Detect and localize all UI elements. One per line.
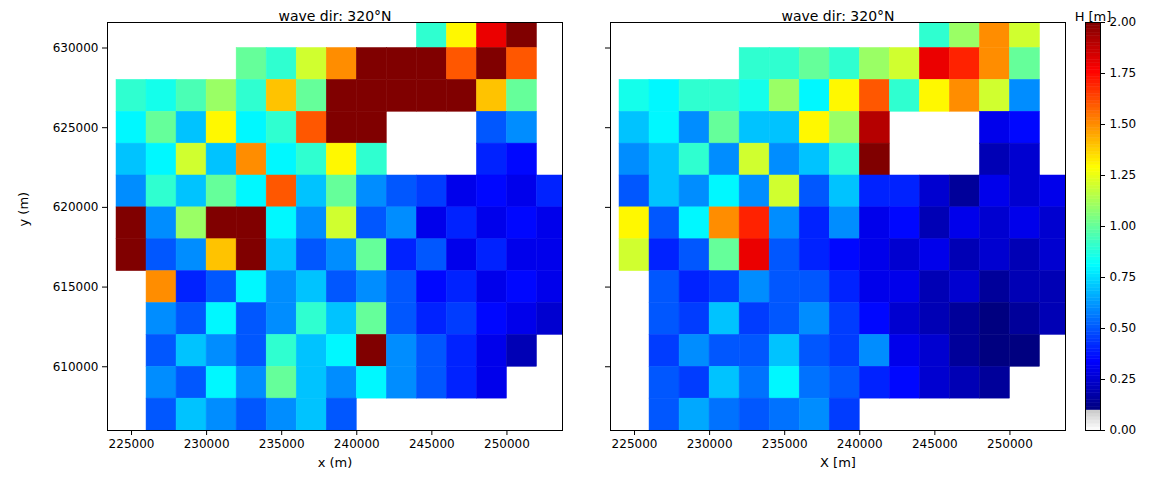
svg-text:0.00: 0.00 (1110, 423, 1137, 437)
svg-text:H [m]: H [m] (1075, 9, 1112, 24)
svg-text:wave dir: 320°N: wave dir: 320°N (781, 8, 894, 24)
svg-text:0.50: 0.50 (1110, 321, 1137, 335)
svg-text:230000: 230000 (184, 437, 230, 451)
svg-text:245000: 245000 (409, 437, 455, 451)
svg-text:615000: 615000 (53, 280, 99, 294)
svg-text:y (m): y (m) (16, 192, 31, 227)
svg-text:2.00: 2.00 (1110, 15, 1137, 29)
svg-text:250000: 250000 (484, 437, 530, 451)
svg-text:235000: 235000 (259, 437, 305, 451)
svg-text:0.25: 0.25 (1110, 372, 1137, 386)
svg-text:X [m]: X [m] (820, 455, 856, 470)
svg-text:630000: 630000 (53, 41, 99, 55)
svg-text:wave dir: 320°N: wave dir: 320°N (278, 8, 391, 24)
svg-text:1.50: 1.50 (1110, 117, 1137, 131)
svg-text:240000: 240000 (837, 437, 883, 451)
svg-text:x (m): x (m) (318, 455, 353, 470)
svg-text:225000: 225000 (612, 437, 658, 451)
svg-text:0.75: 0.75 (1110, 270, 1137, 284)
svg-text:230000: 230000 (687, 437, 733, 451)
svg-text:1.75: 1.75 (1110, 66, 1137, 80)
svg-text:625000: 625000 (53, 121, 99, 135)
svg-text:235000: 235000 (762, 437, 808, 451)
svg-text:240000: 240000 (334, 437, 380, 451)
svg-text:610000: 610000 (53, 360, 99, 374)
svg-text:225000: 225000 (109, 437, 155, 451)
svg-text:250000: 250000 (987, 437, 1033, 451)
svg-text:1.00: 1.00 (1110, 219, 1137, 233)
svg-text:620000: 620000 (53, 200, 99, 214)
svg-text:245000: 245000 (912, 437, 958, 451)
svg-text:1.25: 1.25 (1110, 168, 1137, 182)
